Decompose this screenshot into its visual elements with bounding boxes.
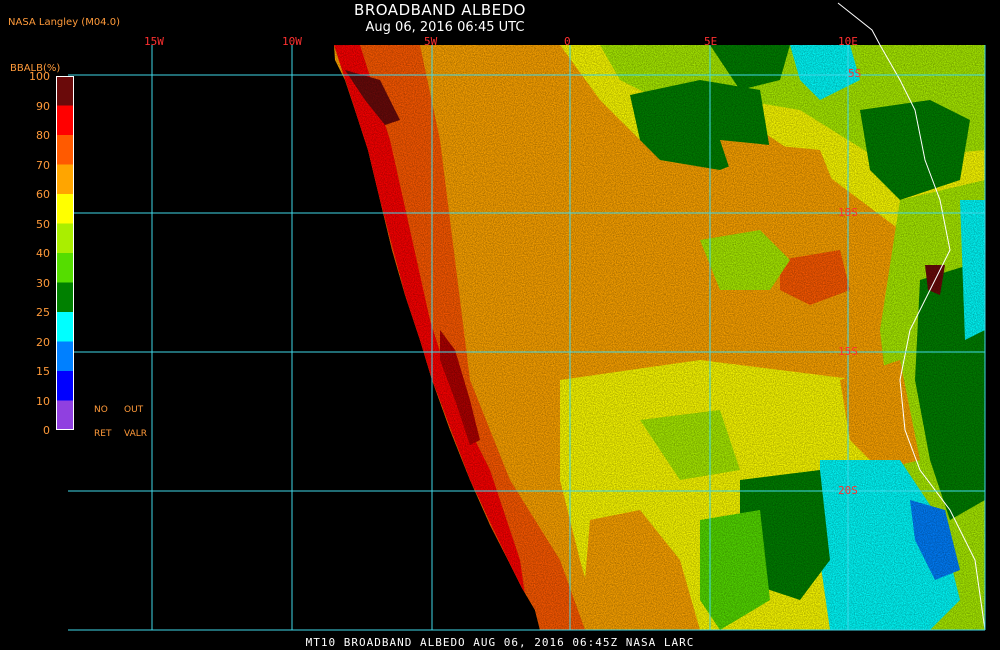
lat-label-20s: 20S [838, 484, 858, 497]
color-swatch [56, 223, 74, 254]
scale-tick-label: 15 [36, 365, 50, 378]
lon-label-15w: 15W [144, 35, 164, 48]
map-title: BROADBAND ALBEDO [354, 1, 526, 19]
producer-label: NASA Langley (M04.0) [8, 17, 120, 28]
color-swatch [56, 253, 74, 283]
out-valid-label: OUT [124, 405, 144, 415]
color-swatch [56, 282, 74, 313]
legend-title: BBALB(%) [10, 63, 61, 74]
color-swatch [56, 164, 74, 195]
coastline [837, 2, 986, 631]
no-retrieval-label-2: RET [94, 429, 112, 439]
lat-label-5s: 5S [848, 67, 862, 80]
out-valid-label-2: VALR [124, 429, 148, 439]
lon-label-10w: 10W [282, 35, 302, 48]
lat-label-15s: 15S [838, 345, 858, 358]
lat-label-10s: 10S [838, 206, 858, 219]
lon-label-5e: 5E [704, 35, 718, 48]
color-swatch [56, 194, 74, 224]
color-swatch [56, 76, 74, 106]
lon-label-0: 0 [564, 35, 571, 48]
scale-tick-label: 80 [36, 129, 50, 142]
color-swatch [56, 135, 74, 165]
scale-tick-label: 30 [36, 276, 50, 290]
graticule [68, 45, 986, 631]
scale-tick-label: 10 [36, 394, 50, 408]
scale-tick-label: 100 [29, 70, 50, 83]
color-swatch [56, 105, 74, 136]
scale-tick-label: 25 [36, 306, 50, 319]
scale-tick-label: 60 [36, 188, 50, 201]
scale-tick-label: 70 [36, 158, 50, 172]
no-retrieval-label: NO [94, 405, 108, 415]
color-swatch [56, 400, 74, 430]
color-swatch [56, 312, 74, 342]
albedo-data-field [334, 45, 985, 630]
color-swatch [56, 371, 74, 401]
lon-label-5w: 5W [424, 35, 438, 48]
scale-tick-label: 40 [36, 247, 50, 260]
scale-tick-label: 20 [36, 335, 50, 349]
map-timestamp: Aug 06, 2016 06:45 UTC [365, 20, 525, 35]
color-swatch [56, 341, 74, 372]
footer-caption: MT10 BROADBAND ALBEDO AUG 06, 2016 06:45… [305, 636, 695, 649]
scale-tick-label: 50 [36, 217, 50, 231]
lon-label-10e: 10E [838, 35, 858, 48]
color-scale-bar [56, 76, 74, 430]
scale-tick-label: 90 [36, 99, 50, 113]
scale-tick-label: 0 [43, 424, 50, 437]
